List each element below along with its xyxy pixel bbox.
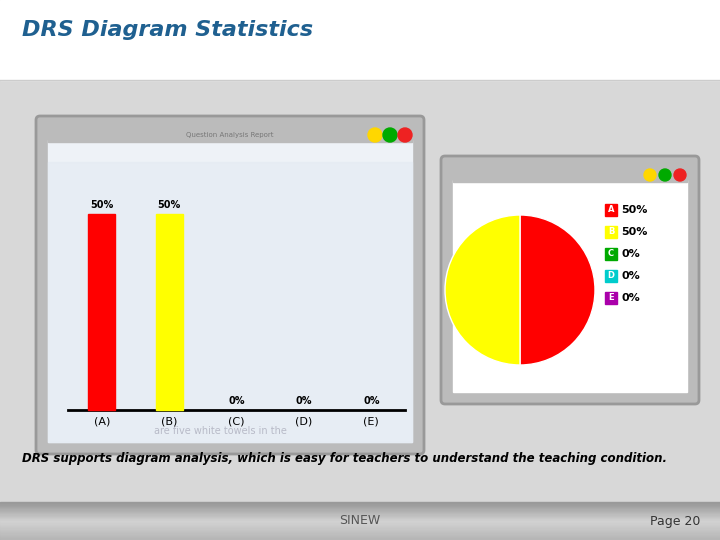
Circle shape xyxy=(398,128,412,142)
Bar xyxy=(0,509,720,511)
Bar xyxy=(0,533,720,535)
Bar xyxy=(0,517,720,518)
Bar xyxy=(453,168,687,182)
Bar xyxy=(0,522,720,524)
Bar xyxy=(0,527,720,529)
Text: DRS supports diagram analysis, which is easy for teachers to understand the teac: DRS supports diagram analysis, which is … xyxy=(22,452,667,465)
Bar xyxy=(48,128,412,142)
Bar xyxy=(0,507,720,508)
Bar xyxy=(605,270,617,282)
Circle shape xyxy=(383,128,397,142)
Circle shape xyxy=(644,169,656,181)
Bar xyxy=(0,0,720,80)
Bar xyxy=(0,510,720,512)
Text: 0%: 0% xyxy=(228,396,245,406)
Bar xyxy=(0,514,720,516)
Text: 50%: 50% xyxy=(621,227,647,237)
Wedge shape xyxy=(520,215,595,365)
Bar xyxy=(48,162,412,442)
Text: A: A xyxy=(608,206,614,214)
Bar xyxy=(0,536,720,537)
Bar xyxy=(89,214,115,410)
Bar xyxy=(0,537,720,539)
Bar xyxy=(605,292,617,304)
Bar xyxy=(0,511,720,514)
Text: SINEW: SINEW xyxy=(339,515,381,528)
Bar xyxy=(0,516,720,517)
FancyBboxPatch shape xyxy=(441,156,699,404)
Bar xyxy=(0,535,720,536)
Bar xyxy=(0,529,720,531)
Bar xyxy=(156,214,183,410)
Bar xyxy=(0,524,720,526)
Circle shape xyxy=(368,128,382,142)
Bar xyxy=(0,532,720,534)
Text: 0%: 0% xyxy=(621,293,640,303)
Bar xyxy=(0,504,720,506)
Bar xyxy=(0,538,720,540)
Bar xyxy=(0,502,720,503)
Bar xyxy=(0,521,720,522)
Text: 50%: 50% xyxy=(158,200,181,210)
Wedge shape xyxy=(445,215,520,365)
Bar xyxy=(0,531,720,532)
Text: (B): (B) xyxy=(161,416,177,426)
Text: (D): (D) xyxy=(295,416,312,426)
Text: B: B xyxy=(608,227,614,237)
Text: (A): (A) xyxy=(94,416,110,426)
Text: C: C xyxy=(608,249,614,259)
Bar xyxy=(0,528,720,530)
Text: D: D xyxy=(608,272,614,280)
Bar xyxy=(0,519,720,521)
Text: 0%: 0% xyxy=(296,396,312,406)
Bar xyxy=(605,248,617,260)
Circle shape xyxy=(659,169,671,181)
Text: 50%: 50% xyxy=(621,205,647,215)
Bar xyxy=(0,525,720,528)
Bar xyxy=(605,204,617,216)
Text: (C): (C) xyxy=(228,416,245,426)
Text: 0%: 0% xyxy=(621,271,640,281)
FancyBboxPatch shape xyxy=(36,116,424,454)
Text: are five white towels in the: are five white towels in the xyxy=(153,426,287,436)
Bar xyxy=(48,140,412,442)
Text: Page 20: Page 20 xyxy=(649,515,700,528)
Bar xyxy=(605,226,617,238)
Bar xyxy=(453,180,687,392)
Text: 0%: 0% xyxy=(363,396,379,406)
Bar xyxy=(0,503,720,504)
Bar xyxy=(0,508,720,510)
Text: DRS Diagram Statistics: DRS Diagram Statistics xyxy=(22,20,313,40)
Bar xyxy=(0,513,720,515)
Text: E: E xyxy=(608,294,614,302)
Circle shape xyxy=(674,169,686,181)
Bar xyxy=(0,505,720,507)
Text: 50%: 50% xyxy=(90,200,113,210)
Bar xyxy=(0,518,720,519)
Text: Question Analysis Report: Question Analysis Report xyxy=(186,132,274,138)
Bar xyxy=(0,523,720,525)
Text: 0%: 0% xyxy=(621,249,640,259)
Text: (E): (E) xyxy=(364,416,379,426)
